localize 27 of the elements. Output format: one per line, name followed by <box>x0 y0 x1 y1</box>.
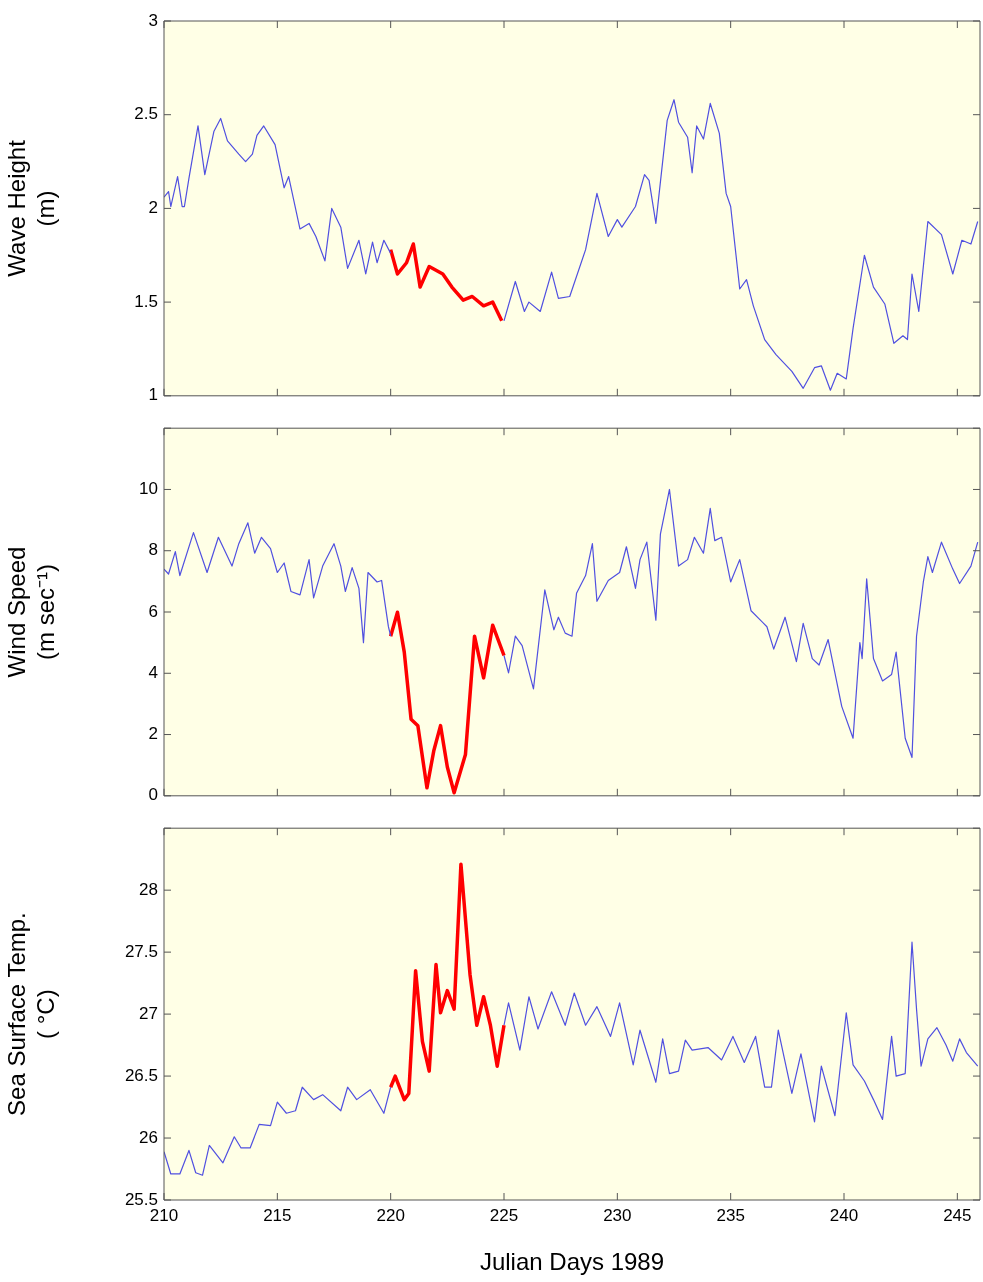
y-tick-label: 1.5 <box>134 291 158 311</box>
x-tick-label: 215 <box>263 1205 292 1225</box>
y-axis-title: Wind Speed (m sec⁻¹) <box>3 546 59 678</box>
y-tick-label: 2 <box>148 724 158 744</box>
x-tick-label: 245 <box>943 1205 972 1225</box>
x-tick-label: 230 <box>603 1205 632 1225</box>
y-tick-label: 3 <box>148 10 158 30</box>
y-tick-label: 4 <box>148 662 158 682</box>
y-tick-label: 28 <box>139 879 158 899</box>
y-tick-label: 1 <box>148 385 158 405</box>
y-tick-label: 27.5 <box>124 941 158 961</box>
y-axis-title: Sea Surface Temp. ( °C) <box>3 912 59 1116</box>
x-tick-label: 225 <box>489 1205 519 1225</box>
y-tick-label: 8 <box>148 540 158 560</box>
y-tick-label: 0 <box>148 785 158 805</box>
x-axis-title: Julian Days 1989 <box>479 1248 665 1276</box>
y-tick-label: 26 <box>139 1127 158 1147</box>
x-tick-label: 220 <box>376 1205 405 1225</box>
y-tick-label: 10 <box>139 479 158 499</box>
y-tick-label: 2 <box>148 198 158 218</box>
x-tick-label: 235 <box>716 1205 745 1225</box>
y-tick-label: 27 <box>139 1003 158 1023</box>
y-tick-label: 2.5 <box>134 104 158 124</box>
y-tick-label: 6 <box>148 601 158 621</box>
y-tick-label: 26.5 <box>124 1065 158 1085</box>
x-tick-label: 240 <box>829 1205 859 1225</box>
y-axis-title: Wave Height (m) <box>3 139 59 277</box>
